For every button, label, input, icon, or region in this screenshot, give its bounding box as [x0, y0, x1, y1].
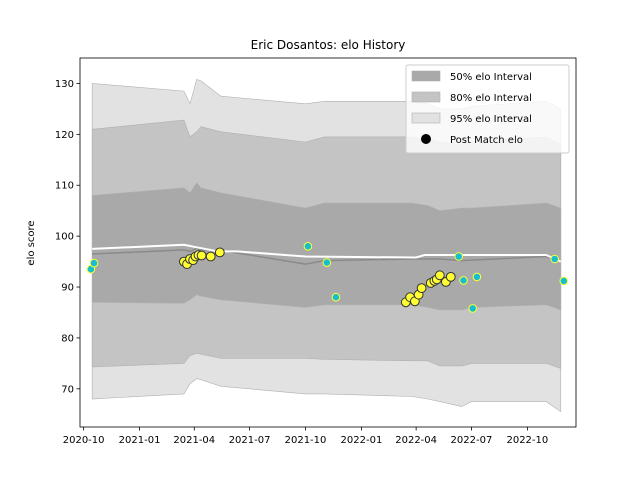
- legend-label: 80% elo Interval: [450, 93, 532, 104]
- current-elo-line: [92, 243, 562, 263]
- opponent-point: [468, 304, 478, 313]
- opponent-point: [454, 252, 464, 261]
- legend-swatch: [411, 91, 441, 103]
- opponent-point: [322, 258, 332, 267]
- y-tick-label: 130: [55, 79, 74, 90]
- legend-swatch: [411, 70, 441, 82]
- post-match-point: [196, 250, 207, 261]
- legend-label: 50% elo Interval: [450, 72, 532, 83]
- post-match-point: [434, 270, 445, 281]
- x-tick-label: 2021-04: [173, 435, 215, 446]
- x-tick-label: 2021-07: [229, 435, 271, 446]
- plot-frame: [79, 57, 577, 428]
- opponent-point: [303, 242, 313, 251]
- axes: 70 80 90 100 110 120 130 2020-10 2021-01 2021-04 2…: [55, 57, 577, 446]
- opponent-point: [459, 276, 468, 285]
- legend-marker: [421, 134, 431, 144]
- legend-box: [405, 64, 570, 154]
- plot-area: [86, 79, 569, 413]
- y-tick-label: 120: [55, 130, 74, 141]
- opponent-point: [89, 258, 99, 268]
- post-match-point: [445, 272, 456, 282]
- legend-label: 95% elo Interval: [450, 114, 532, 125]
- opponent-point: [331, 292, 341, 302]
- x-tick-label: 2021-10: [285, 435, 327, 446]
- x-tick-label: 2022-10: [506, 435, 548, 446]
- y-tick-label: 70: [61, 384, 74, 395]
- post-match-point: [205, 251, 216, 262]
- post-match-point: [416, 283, 427, 294]
- legend-label: Post Match elo: [450, 135, 523, 146]
- opponent-point: [550, 254, 560, 264]
- x-tick-label: 2020-10: [63, 435, 105, 446]
- opponent-point: [559, 276, 569, 286]
- legend-swatch: [411, 112, 441, 124]
- y-axis-label: elo score: [26, 220, 37, 265]
- y-tick-label: 100: [55, 232, 74, 243]
- y-tick-label: 90: [61, 283, 74, 294]
- x-tick-label: 2022-07: [451, 435, 493, 446]
- chart-title: Eric Dosantos: elo History: [251, 38, 406, 52]
- y-tick-label: 80: [61, 333, 74, 344]
- legend: 50% elo Interval 80% elo Interval 95% elo …: [405, 64, 570, 154]
- x-tick-label: 2022-04: [395, 435, 437, 446]
- y-tick-label: 110: [55, 181, 74, 192]
- post-match-point: [214, 247, 225, 258]
- x-tick-label: 2021-01: [119, 435, 161, 446]
- opponent-point: [472, 272, 482, 282]
- x-tick-label: 2022-01: [341, 435, 383, 446]
